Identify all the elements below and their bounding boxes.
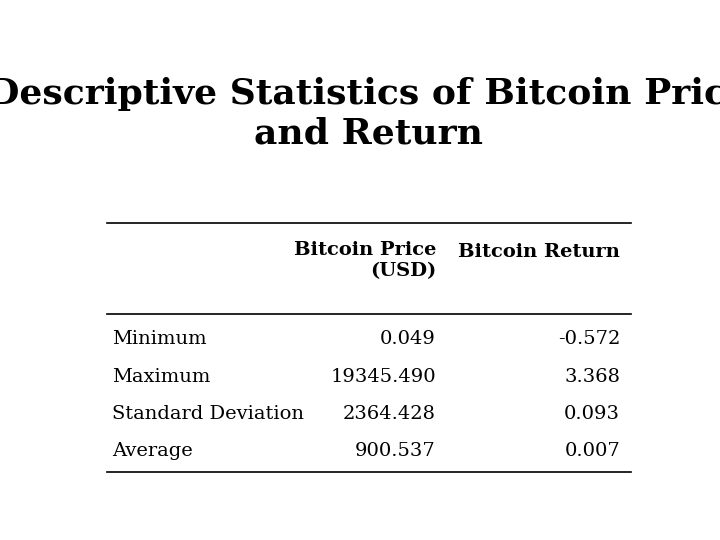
- Text: Bitcoin Return: Bitcoin Return: [458, 243, 620, 261]
- Text: -0.572: -0.572: [558, 330, 620, 348]
- Text: 19345.490: 19345.490: [330, 368, 436, 386]
- Text: 2364.428: 2364.428: [343, 405, 436, 423]
- Text: Minimum: Minimum: [112, 330, 207, 348]
- Text: 3.368: 3.368: [564, 368, 620, 386]
- Text: 900.537: 900.537: [355, 442, 436, 461]
- Text: Descriptive Statistics of Bitcoin Price
and Return: Descriptive Statistics of Bitcoin Price …: [0, 77, 720, 151]
- Text: Maximum: Maximum: [112, 368, 211, 386]
- Text: Standard Deviation: Standard Deviation: [112, 405, 305, 423]
- Text: Average: Average: [112, 442, 193, 461]
- Text: 0.007: 0.007: [564, 442, 620, 461]
- Text: 0.093: 0.093: [564, 405, 620, 423]
- Text: Bitcoin Price
(USD): Bitcoin Price (USD): [294, 241, 436, 280]
- Text: 0.049: 0.049: [380, 330, 436, 348]
